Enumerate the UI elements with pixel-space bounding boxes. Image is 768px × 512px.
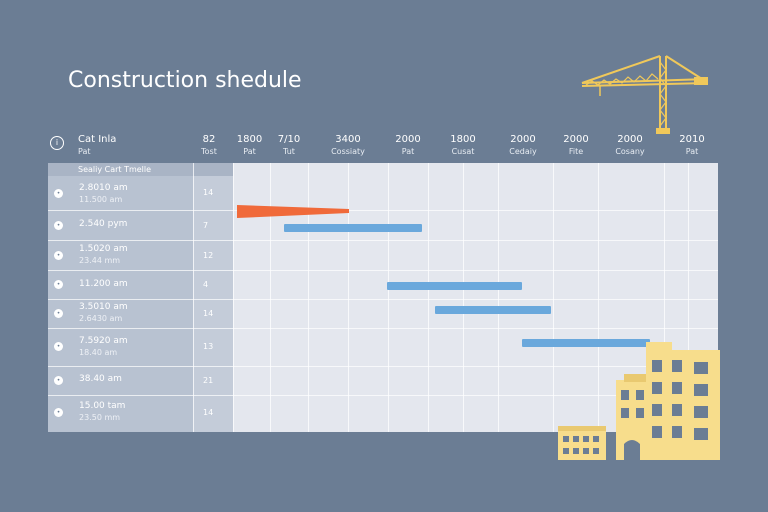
row-line [48,395,718,396]
row-line2: 11.500 am [79,195,123,204]
row-value: 14 [203,188,214,197]
row-line [48,328,718,329]
timeline-header-1: 7/10 Tut [277,134,301,156]
grid-line [193,163,194,432]
grid-line [598,163,599,432]
timeline-header-0: 1800 Pat [236,134,263,156]
row-line1: 2.540 pym [79,219,128,229]
table-row[interactable]: • 11.200 am 4 [48,270,233,299]
row-bullet: • [54,376,63,385]
grid-line [688,163,689,432]
task-column [48,163,193,432]
row-bullet: • [54,309,63,318]
row-line1: 7.5920 am [79,336,128,346]
row-line [48,210,718,211]
row-line1: 15.00 tam [79,401,126,411]
subheader: Sealiy Cart Tmelle [48,163,233,176]
row-line [48,270,718,271]
row-line [48,240,718,241]
row-line1: 2.8010 am [79,183,128,193]
table-row[interactable]: • 15.00 tam 23.50 mm 14 [48,395,233,432]
table-row[interactable]: • 2.540 pym 7 [48,210,233,240]
timeline-header-4: 1800 Cusat [450,134,476,156]
grid-line [270,163,271,432]
grid-line [233,163,234,432]
row-line [48,299,718,300]
row-line1: 1.5020 am [79,244,128,254]
header-left-line1: Cat Inla [78,134,117,145]
subheader-label: Sealiy Cart Tmelle [78,165,152,174]
grid-line [498,163,499,432]
row-value: 21 [203,376,214,385]
timeline-header-8: 2010 Pat [679,134,705,156]
row-bullet: • [54,280,63,289]
row-bullet: • [54,342,63,351]
page-title: Construction shedule [68,68,302,93]
row-line2: 18.40 am [79,348,118,357]
timeline-header-3: 2000 Pat [395,134,421,156]
table-header: i Cat Inla Pat 82 Tost 1800 Pat 7/10 Tut… [48,133,718,163]
row-line1: 38.40 am [79,374,122,384]
crane-illustration [581,55,709,134]
task-bar-highlight[interactable] [237,205,349,218]
row-line1: 11.200 am [79,279,128,289]
duration-column [193,163,233,432]
row-line2: 23.44 mm [79,256,121,265]
grid-line [664,163,665,432]
row-bullet: • [54,408,63,417]
row-value: 7 [203,221,209,230]
table-row[interactable]: • 3.5010 am 2.6430 am 14 [48,299,233,328]
row-value: 12 [203,251,214,260]
row-line2: 2.6430 am [79,314,123,323]
grid-line [348,163,349,432]
table-row[interactable]: • 7.5920 am 18.40 am 13 [48,328,233,366]
table-row[interactable]: • 1.5020 am 23.44 mm 12 [48,240,233,270]
row-value: 14 [203,309,214,318]
building-illustration [558,342,720,460]
header-col2: 82 Tost [193,133,225,163]
timeline-header-7: 2000 Cosany [615,134,645,156]
task-bar[interactable] [387,282,522,290]
header-col2-line2: Tost [201,147,217,156]
grid-line [553,163,554,432]
row-line1: 3.5010 am [79,302,128,312]
row-line2: 23.50 mm [79,413,121,422]
table-row[interactable]: • 2.8010 am 11.500 am 14 [48,176,233,210]
grid-line [428,163,429,432]
header-left-line2: Pat [78,147,91,156]
row-bullet: • [54,189,63,198]
task-bar[interactable] [522,339,650,347]
table-row[interactable]: • 38.40 am 21 [48,366,233,395]
row-line [48,366,718,367]
header-left: Cat Inla Pat [78,133,178,163]
grid-line [388,163,389,432]
row-value: 14 [203,408,214,417]
row-value: 13 [203,342,214,351]
timeline-header-6: 2000 Fite [563,134,589,156]
grid-line [308,163,309,432]
row-value: 4 [203,280,209,289]
task-bar[interactable] [284,224,422,232]
info-icon[interactable]: i [50,136,64,150]
schedule-table: Sealiy Cart Tmelle • 2.8010 am 11.500 am… [48,163,718,432]
row-bullet: • [54,221,63,230]
header-col2-line1: 82 [202,134,216,145]
timeline-header-5: 2000 Cedaiy [509,134,537,156]
row-bullet: • [54,251,63,260]
timeline-header-2: 3400 Cossiaty [331,134,365,156]
task-bar[interactable] [435,306,551,314]
grid-line [463,163,464,432]
